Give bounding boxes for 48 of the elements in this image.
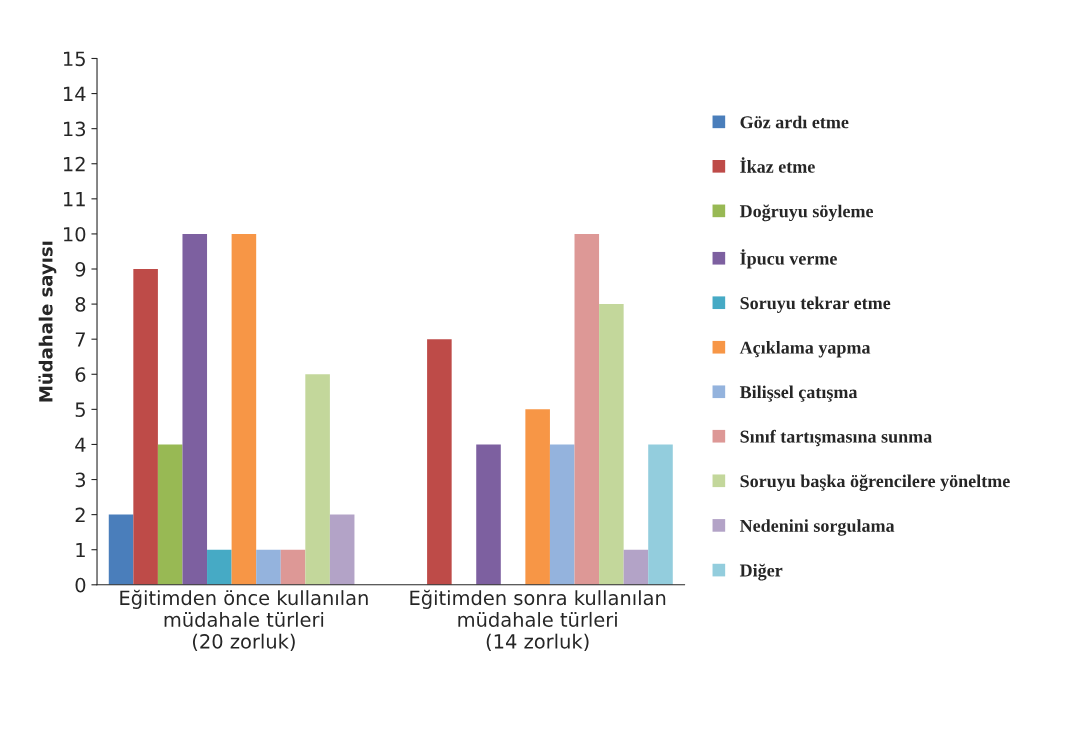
y-tick-label: 13: [64, 121, 86, 137]
legend-label: Açıklama yapma: [739, 341, 871, 358]
legend-label: Nedenini sorgulama: [739, 519, 895, 536]
bar: [549, 444, 575, 585]
bar: [476, 444, 501, 585]
bar: [305, 374, 330, 585]
legend-label: İpucu verme: [740, 249, 837, 269]
y-tick-label: 10: [64, 226, 86, 242]
bar: [207, 549, 232, 585]
legend-label: Soruyu tekrar etme: [740, 296, 891, 313]
bar: [280, 549, 306, 585]
legend-label: İkaz etme: [740, 157, 815, 173]
y-axis-title: Müdahale sayısı: [38, 241, 57, 402]
y-tick-label: 0: [75, 577, 86, 593]
bar: [329, 514, 355, 585]
bar: [108, 514, 134, 585]
bar: [574, 233, 600, 585]
y-tick-label: 8: [75, 297, 86, 312]
bar: [157, 444, 183, 585]
bar: [599, 304, 624, 585]
bar: [133, 269, 158, 585]
y-tick-label: 7: [75, 332, 85, 347]
bar: [231, 233, 257, 585]
legend-label: Sınıf tartışmasına sunma: [740, 429, 932, 447]
legend-label: Diğer: [739, 563, 783, 581]
bar: [427, 339, 452, 585]
y-tick-label: 2: [75, 507, 85, 523]
y-tick-label: 5: [75, 402, 85, 418]
y-tick-label: 15: [64, 51, 85, 67]
x-tick-label: Eğitimden sonra kullanılan müdahale türleri (14 zorluk): [410, 589, 666, 652]
bar: [623, 549, 649, 585]
y-tick-label: 6: [75, 367, 86, 382]
y-tick-label: 11: [64, 192, 85, 207]
y-tick-label: 1: [76, 542, 85, 558]
bar: [256, 549, 281, 585]
legend-label: Göz ardı etme: [740, 115, 849, 129]
legend-label: Bilişsel çatışma: [739, 385, 858, 402]
x-tick-label: Eğitimden önce kullanılan müdahale türleri (20 zorluk): [120, 589, 368, 652]
legend-label: Soruyu başka öğrencilere yöneltme: [740, 474, 1010, 492]
legend-label: Doğruyu söyleme: [739, 204, 874, 222]
bar: [525, 409, 550, 585]
y-tick-label: 3: [75, 472, 86, 488]
y-tick-label: 12: [64, 156, 85, 172]
y-tick-label: 9: [75, 261, 86, 277]
bar: [182, 233, 208, 585]
y-tick-label: 4: [75, 437, 86, 452]
y-tick-label: 14: [64, 86, 86, 101]
bar: [648, 444, 673, 585]
